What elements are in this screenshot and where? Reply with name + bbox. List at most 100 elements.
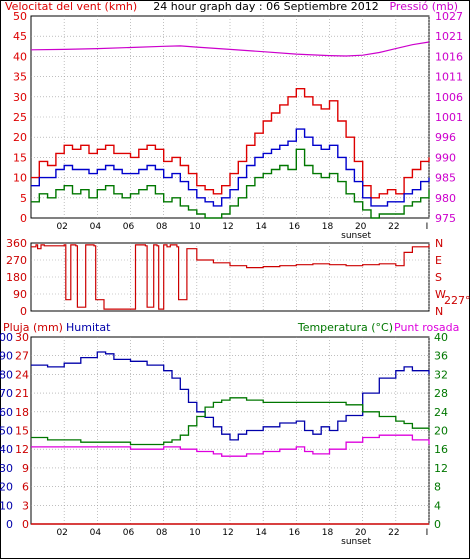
- pressure-y-tick-label: 1011: [435, 71, 463, 84]
- series-lines: [30, 41, 430, 525]
- temperature-y-tick-label: 36: [434, 350, 448, 363]
- pressure-y-tick-label: 1027: [435, 10, 463, 23]
- rain-y-tick-label: 9: [22, 462, 29, 475]
- rain-y-tick-label: 15: [15, 425, 29, 438]
- rain-y-tick-label: 6: [22, 481, 29, 494]
- humidity-line: [31, 351, 430, 441]
- rain-axis-title: Pluja (mm): [3, 321, 63, 334]
- humidity-y-tick-label: 90: [0, 350, 13, 363]
- wind-y-tick-label: 40: [13, 50, 27, 63]
- wind-minimum-line: [31, 148, 430, 219]
- pressure-y-tick-label: 1006: [435, 91, 463, 104]
- wind-y-tick-label: 20: [13, 131, 27, 144]
- wind-y-tick-label: 30: [13, 91, 27, 104]
- x-tick-label: 04: [90, 528, 102, 538]
- x-tick-label: 06: [123, 222, 135, 232]
- x-tick-label: 20: [355, 528, 367, 538]
- humidity-y-tick-label: 70: [0, 387, 13, 400]
- wind-y-tick-label: 5: [20, 192, 27, 205]
- rain-y-tick-label: 21: [15, 387, 29, 400]
- wind-y-tick-label: 0: [20, 212, 27, 225]
- wind-average-line: [31, 128, 430, 207]
- temperature-axis-title: Temperatura (°C): [297, 321, 393, 334]
- rain-y-tick-label: 18: [15, 406, 29, 419]
- x-tick-label: I: [426, 222, 429, 232]
- graph-title: 24 hour graph day : 06 Septiembre 2012: [153, 0, 378, 13]
- temperature-y-tick-label: 32: [434, 368, 448, 381]
- dewpoint-axis-title: Punt rosada: [394, 321, 459, 334]
- rain-y-tick-label: 12: [15, 443, 29, 456]
- rain-y-tick-label: 27: [15, 350, 29, 363]
- x-tick-label: 08: [156, 222, 168, 232]
- x-tick-label: 06: [123, 528, 135, 538]
- pressure-y-tick-label: 985: [435, 172, 456, 185]
- temperature-y-tick-label: 24: [434, 406, 448, 419]
- compass-label: W: [435, 288, 446, 301]
- humidity-y-tick-label: 60: [0, 406, 13, 419]
- pressure-y-tick-label: 980: [435, 192, 456, 205]
- x-tick-label: 02: [56, 222, 67, 232]
- pressure-y-tick-label: 975: [435, 212, 456, 225]
- pressure-y-tick-label: 1001: [435, 111, 463, 124]
- wind-y-tick-label: 35: [13, 71, 27, 84]
- x-tick-label: 02: [56, 528, 67, 538]
- temperature-y-tick-label: 4: [434, 499, 441, 512]
- x-tick-label: 16: [289, 528, 301, 538]
- sunset-label: sunset: [341, 537, 371, 547]
- current-direction-value: 227°: [444, 294, 470, 307]
- x-tick-label: 14: [255, 528, 267, 538]
- wind-speed-axis-title: Velocitat del vent (kmh): [5, 0, 137, 13]
- temperature-line: [31, 397, 430, 446]
- temperature-y-tick-label: 0: [434, 518, 441, 531]
- temperature-y-tick-label: 8: [434, 481, 441, 494]
- humidity-y-tick-label: 30: [0, 462, 13, 475]
- direction-y-tick-label: 270: [6, 254, 27, 267]
- direction-y-tick-label: 360: [6, 237, 27, 250]
- x-tick-label: 18: [322, 528, 334, 538]
- temperature-y-tick-label: 12: [434, 462, 448, 475]
- x-tick-label: 08: [156, 528, 168, 538]
- humidity-y-tick-label: 80: [0, 368, 13, 381]
- x-tick-label: 14: [255, 222, 267, 232]
- rain-y-tick-label: 24: [15, 368, 29, 381]
- wind-gust-line: [31, 88, 430, 199]
- compass-label: N: [435, 305, 443, 318]
- wind-direction-line: [31, 244, 430, 310]
- pressure-line: [30, 41, 430, 57]
- humidity-y-tick-label: 10: [0, 499, 13, 512]
- x-tick-label: 18: [322, 222, 334, 232]
- humidity-y-tick-label: 40: [0, 443, 13, 456]
- direction-y-tick-label: 90: [13, 288, 27, 301]
- wind-y-tick-label: 50: [13, 10, 27, 23]
- wind-y-tick-label: 45: [13, 30, 27, 43]
- humidity-y-tick-label: 20: [0, 481, 13, 494]
- humidity-axis-title: Humitat: [66, 321, 111, 334]
- humidity-y-tick-label: 0: [6, 518, 13, 531]
- wind-y-tick-label: 25: [13, 111, 27, 124]
- x-tick-label: I: [426, 528, 429, 538]
- temperature-y-tick-label: 16: [434, 443, 448, 456]
- x-tick-label: 22: [388, 528, 399, 538]
- x-tick-label: 04: [90, 222, 102, 232]
- direction-y-tick-label: 0: [20, 305, 27, 318]
- wind-y-tick-label: 15: [13, 151, 27, 164]
- wind-y-tick-label: 10: [13, 172, 27, 185]
- compass-label: E: [435, 254, 442, 267]
- x-tick-label: 20: [355, 222, 367, 232]
- rain-y-tick-label: 30: [15, 331, 29, 344]
- pressure-y-tick-label: 1016: [435, 50, 463, 63]
- rain-y-tick-label: 0: [22, 518, 29, 531]
- x-tick-label: 12: [222, 528, 233, 538]
- rain-y-tick-label: 3: [22, 499, 29, 512]
- x-tick-label: 12: [222, 222, 233, 232]
- pressure-y-tick-label: 1021: [435, 30, 463, 43]
- pressure-y-tick-label: 996: [435, 131, 456, 144]
- x-tick-label: 10: [189, 222, 201, 232]
- x-tick-label: 16: [289, 222, 301, 232]
- temperature-y-tick-label: 28: [434, 387, 448, 400]
- sunset-label: sunset: [341, 231, 371, 241]
- temperature-y-tick-label: 20: [434, 425, 448, 438]
- compass-label: S: [435, 271, 442, 284]
